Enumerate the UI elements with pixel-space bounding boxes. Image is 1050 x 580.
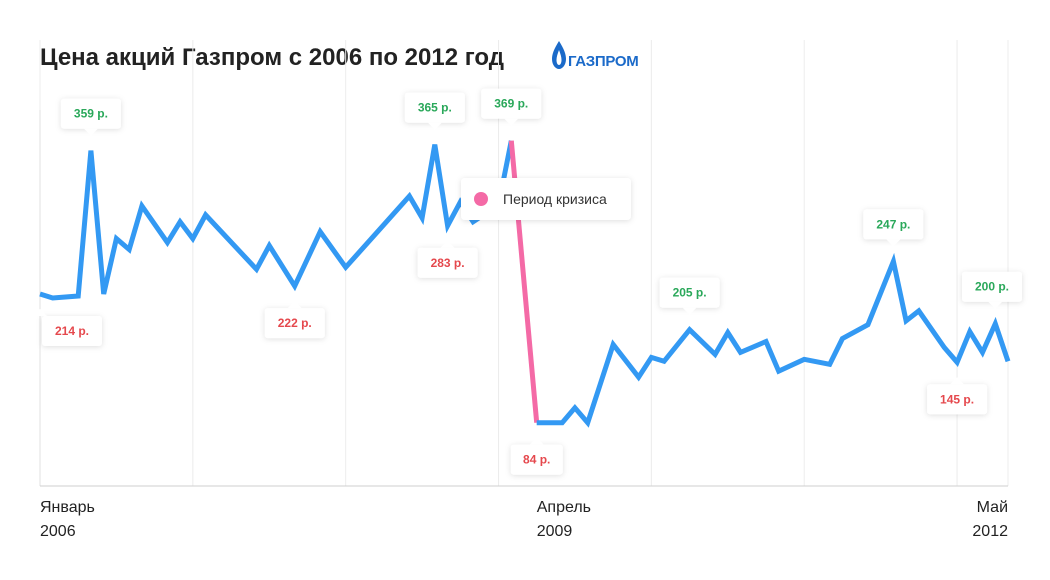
data-label-high: 369 р. (481, 88, 542, 126)
data-label-text: 84 р. (523, 453, 550, 467)
data-label-text: 247 р. (876, 217, 910, 231)
logo-text: ГАЗПРОМ (568, 53, 639, 70)
x-tick-month: Январь (40, 499, 95, 516)
data-label-text: 365 р. (418, 101, 452, 115)
price-series-line-2 (536, 252, 1011, 428)
chart-title: Цена акций Газпром с 2006 по 2012 год (40, 44, 504, 71)
x-tick-label: Май 2012 (972, 496, 1008, 544)
gazprom-logo: ГАЗПРОМ (548, 40, 639, 70)
data-label-text: 359 р. (74, 107, 108, 121)
price-series-line-0 (39, 140, 514, 301)
data-label-high: 205 р. (659, 277, 720, 315)
legend-label: Период кризиса (503, 191, 607, 207)
x-tick-label: Апрель 2009 (537, 496, 591, 544)
x-tick-label: Январь 2006 (40, 496, 95, 544)
x-tick-month: Апрель (536, 499, 592, 516)
data-label-low: 283 р. (417, 240, 478, 278)
x-tick-year: 2009 (536, 523, 573, 540)
data-label-high: 365 р. (404, 92, 465, 130)
data-label-text: 222 р. (278, 316, 312, 330)
data-label-text: 214 р. (55, 324, 89, 338)
x-tick-year: 2012 (972, 523, 1008, 540)
data-label-high: 359 р. (60, 98, 121, 136)
data-label-text: 369 р. (494, 97, 528, 111)
data-label-low: 222 р. (264, 301, 325, 339)
data-label-text: 283 р. (431, 256, 465, 270)
legend: Период кризиса (461, 178, 631, 220)
data-label-low: 214 р. (33, 309, 102, 347)
data-label-text: 145 р. (940, 392, 974, 406)
data-label-high: 247 р. (863, 209, 924, 247)
data-label-text: 200 р. (975, 280, 1009, 294)
data-label-low: 84 р. (510, 437, 563, 475)
legend-marker (474, 192, 488, 206)
flame-icon (552, 41, 566, 69)
data-label-high: 200 р. (962, 271, 1022, 309)
x-tick-year: 2006 (40, 523, 76, 540)
data-label-low: 145 р. (927, 377, 988, 415)
x-tick-month: Май (976, 499, 1008, 516)
data-label-text: 205 р. (673, 286, 707, 300)
